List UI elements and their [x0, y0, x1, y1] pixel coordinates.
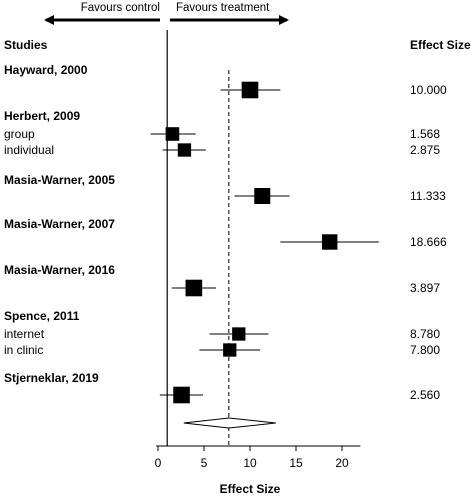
subgroup-name: in clinic — [4, 343, 43, 357]
study-name: Masia-Warner, 2016 — [4, 263, 115, 277]
study-row: Stjerneklar, 2019 2.560 — [4, 371, 440, 404]
favours-treatment-label: Favours treatment — [176, 2, 270, 14]
effect-marker — [165, 127, 180, 141]
study-row: Spence, 2011 internet 8.780 in clinic 7.800 — [4, 309, 440, 357]
effect-size-value: 1.568 — [410, 127, 440, 141]
effect-size-value: 8.780 — [410, 327, 440, 341]
study-name: Hayward, 2000 — [4, 63, 88, 77]
effect-marker — [173, 386, 190, 404]
x-tick-label: 20 — [335, 456, 349, 470]
study-row: Masia-Warner, 2016 3.897 — [4, 263, 440, 297]
subgroup-row: group 1.568 — [4, 127, 440, 141]
x-tick-label: 10 — [243, 456, 257, 470]
subgroup-row: individual 2.875 — [4, 143, 440, 157]
effect-size-header: Effect Size — [410, 38, 471, 52]
effect-size-value: 7.800 — [410, 343, 440, 357]
effect-marker — [254, 188, 271, 204]
effect-marker — [185, 279, 203, 297]
subgroup-name: individual — [4, 143, 54, 157]
study-name: Spence, 2011 — [4, 309, 80, 323]
effect-marker — [241, 81, 259, 99]
effect-marker — [232, 327, 246, 341]
effect-marker — [223, 343, 237, 357]
study-name: Masia-Warner, 2007 — [4, 217, 115, 231]
effect-size-value: 10.000 — [410, 83, 447, 97]
effect-size-value: 2.560 — [410, 388, 440, 402]
effect-marker — [322, 234, 338, 250]
x-tick-label: 0 — [155, 456, 162, 470]
favours-control-label: Favours control — [81, 2, 160, 14]
study-name: Masia-Warner, 2005 — [4, 173, 115, 187]
subgroup-name: group — [4, 127, 35, 141]
x-tick-label: 5 — [201, 456, 208, 470]
study-row: Masia-Warner, 2005 11.333 — [4, 173, 446, 204]
study-row: Masia-Warner, 2007 18.666 — [4, 217, 447, 250]
pooled-diamond — [183, 417, 276, 429]
study-name: Stjerneklar, 2019 — [4, 371, 99, 385]
subgroup-row: internet 8.780 — [4, 327, 440, 341]
x-axis-title: Effect Size — [220, 482, 281, 496]
effect-size-value: 3.897 — [410, 281, 440, 295]
effect-size-value: 11.333 — [410, 189, 446, 203]
studies-header: Studies — [4, 38, 48, 52]
study-name: Herbert, 2009 — [4, 109, 80, 123]
effect-size-value: 2.875 — [410, 143, 440, 157]
x-tick-label: 15 — [289, 456, 303, 470]
subgroup-name: internet — [4, 327, 45, 341]
effect-marker — [177, 143, 192, 157]
subgroup-row: in clinic 7.800 — [4, 343, 440, 357]
effect-size-value: 18.666 — [410, 235, 447, 249]
study-row: Hayward, 2000 10.000 — [4, 63, 447, 99]
study-row: Herbert, 2009 group 1.568 individual 2.875 — [4, 109, 440, 157]
